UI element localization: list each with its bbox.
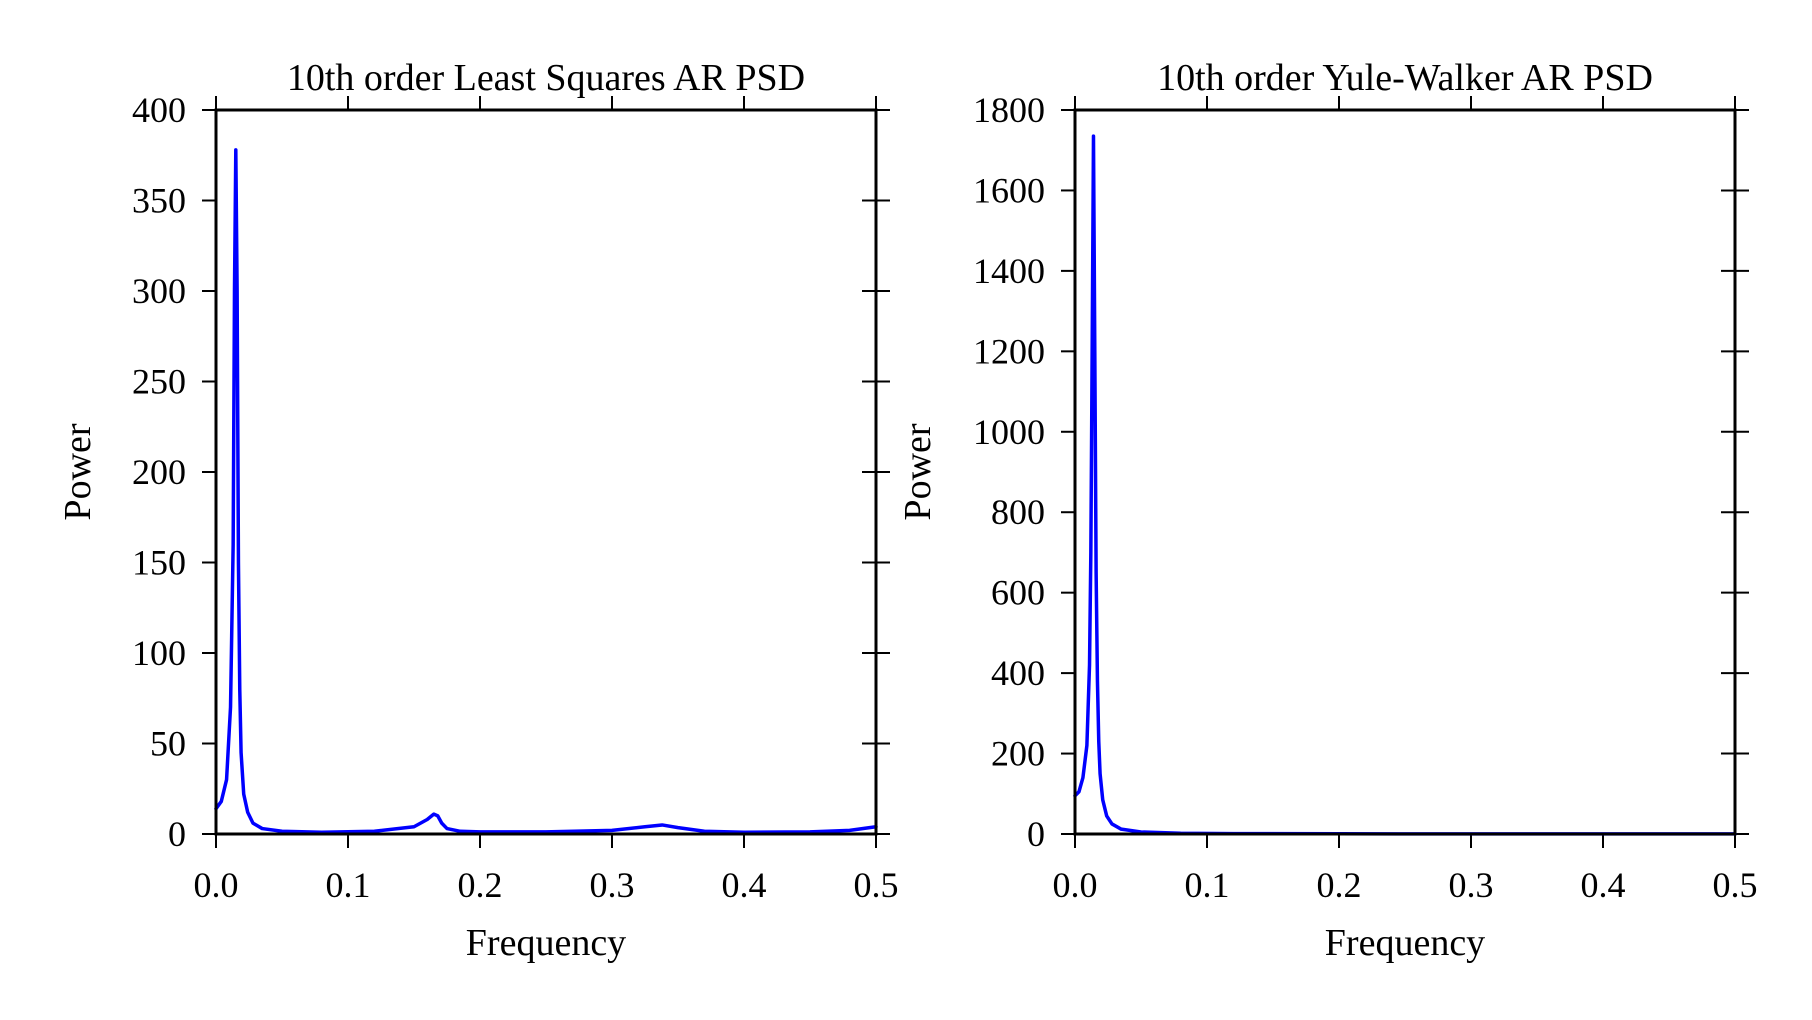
y-tick-label: 350 xyxy=(132,181,186,221)
y-tick-label: 200 xyxy=(991,734,1045,774)
tick-marks xyxy=(202,96,890,848)
x-tick-label: 0.1 xyxy=(326,865,371,905)
chart-title: 10th order Least Squares AR PSD xyxy=(287,57,805,99)
x-tick-label: 0.4 xyxy=(722,865,767,905)
y-tick-label: 600 xyxy=(991,573,1045,613)
x-tick-labels: 0.0 0.1 0.2 0.3 0.4 0.5 xyxy=(1053,865,1758,905)
x-tick-label: 0.0 xyxy=(1053,865,1098,905)
y-tick-labels: 0 200 400 600 800 1000 1200 1400 1600 1800 xyxy=(973,90,1045,854)
x-tick-label: 0.0 xyxy=(194,865,239,905)
x-tick-label: 0.5 xyxy=(854,865,899,905)
y-tick-label: 150 xyxy=(132,543,186,583)
y-tick-label: 200 xyxy=(132,452,186,492)
y-tick-label: 0 xyxy=(168,814,186,854)
x-tick-label: 0.2 xyxy=(458,865,503,905)
series-line xyxy=(1073,134,1737,836)
x-tick-label: 0.4 xyxy=(1581,865,1626,905)
y-tick-label: 1800 xyxy=(973,90,1045,130)
y-tick-label: 1600 xyxy=(973,170,1045,210)
x-tick-label: 0.3 xyxy=(1449,865,1494,905)
chart-yule-walker: 10th order Yule-Walker AR PSD 0 200 400 600… xyxy=(897,57,1758,964)
y-tick-label: 100 xyxy=(132,633,186,673)
y-tick-label: 400 xyxy=(132,90,186,130)
y-tick-label: 1000 xyxy=(973,412,1045,452)
y-tick-labels: 0 50 100 150 200 250 300 350 400 xyxy=(132,90,186,854)
y-tick-label: 50 xyxy=(150,724,186,764)
series-line xyxy=(214,148,878,834)
y-axis-label: Power xyxy=(57,423,99,520)
tick-marks xyxy=(1061,96,1749,848)
y-tick-label: 0 xyxy=(1027,814,1045,854)
y-tick-label: 1400 xyxy=(973,251,1045,291)
y-tick-label: 250 xyxy=(132,362,186,402)
plot-frame xyxy=(1073,108,1737,836)
x-tick-label: 0.2 xyxy=(1317,865,1362,905)
y-axis-label: Power xyxy=(897,423,939,520)
x-tick-label: 0.1 xyxy=(1185,865,1230,905)
y-tick-label: 300 xyxy=(132,271,186,311)
x-axis-label: Frequency xyxy=(466,922,626,964)
x-tick-label: 0.3 xyxy=(590,865,635,905)
y-tick-label: 800 xyxy=(991,492,1045,532)
y-tick-label: 1200 xyxy=(973,331,1045,371)
plot-frame xyxy=(214,108,878,836)
chart-title: 10th order Yule-Walker AR PSD xyxy=(1157,57,1653,99)
x-tick-labels: 0.0 0.1 0.2 0.3 0.4 0.5 xyxy=(194,865,899,905)
y-tick-label: 400 xyxy=(991,653,1045,693)
chart-least-squares: 10th order Least Squares AR PSD 0 50 100 15… xyxy=(57,57,899,964)
x-tick-label: 0.5 xyxy=(1713,865,1758,905)
x-axis-label: Frequency xyxy=(1325,922,1485,964)
